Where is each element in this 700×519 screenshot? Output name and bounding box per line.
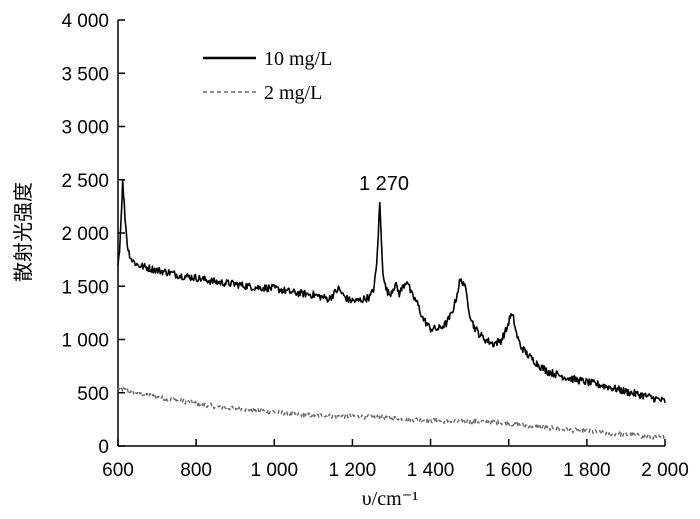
y-tick-label: 3 000 xyxy=(61,118,109,139)
y-tick-label: 500 xyxy=(77,384,109,405)
y-tick-label: 4 000 xyxy=(61,11,109,32)
x-axis-ticks: 600 800 1 000 1 200 1 400 1 600 1 800 2 000 xyxy=(102,439,689,481)
x-tick-label: 1 200 xyxy=(329,460,377,481)
x-tick-label: 1 800 xyxy=(563,460,611,481)
y-tick-label: 2 500 xyxy=(61,171,109,192)
x-tick-label: 2 000 xyxy=(641,460,689,481)
y-tick-label: 1 500 xyxy=(61,277,109,298)
x-tick-label: 1 000 xyxy=(251,460,299,481)
x-tick-label: 1 400 xyxy=(407,460,455,481)
x-tick-label: 800 xyxy=(180,460,212,481)
y-tick-label: 1 000 xyxy=(61,331,109,352)
y-tick-label: 2 000 xyxy=(61,224,109,245)
series-line-10mgl xyxy=(117,178,666,403)
y-tick-label: 0 xyxy=(98,437,109,458)
x-tick-label: 1 600 xyxy=(485,460,533,481)
y-tick-label: 3 500 xyxy=(61,64,109,85)
peak-annotation: 1 270 xyxy=(359,173,409,195)
legend: 10 mg/L 2 mg/L xyxy=(203,48,332,104)
y-axis-ticks: 0 500 1 000 1 500 2 000 2 500 3 000 3 500 4 000 xyxy=(61,11,125,458)
series-line-2mgl xyxy=(117,385,666,441)
y-axis-title: 散射光强度 xyxy=(12,182,35,282)
series-layer xyxy=(117,178,666,441)
x-axis-title: υ/cm⁻¹ xyxy=(362,488,418,510)
legend-label-2mgl: 2 mg/L xyxy=(264,82,322,104)
legend-label-10mgl: 10 mg/L xyxy=(264,48,332,70)
x-tick-label: 600 xyxy=(102,460,134,481)
